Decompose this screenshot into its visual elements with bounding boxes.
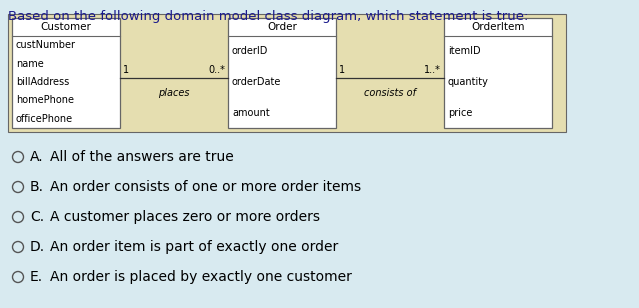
- Text: Based on the following domain model class diagram, which statement is true:: Based on the following domain model clas…: [8, 10, 528, 23]
- Text: E.: E.: [30, 270, 43, 284]
- Circle shape: [13, 212, 24, 222]
- Bar: [8, 14, 566, 132]
- Text: A customer places zero or more orders: A customer places zero or more orders: [50, 210, 320, 224]
- Text: officePhone: officePhone: [16, 114, 73, 124]
- Text: itemID: itemID: [448, 46, 481, 56]
- Text: An order is placed by exactly one customer: An order is placed by exactly one custom…: [50, 270, 352, 284]
- Text: 1..*: 1..*: [424, 65, 441, 75]
- Text: name: name: [16, 59, 43, 69]
- Text: 0..*: 0..*: [208, 65, 225, 75]
- Text: price: price: [448, 108, 472, 118]
- Circle shape: [13, 271, 24, 282]
- Text: amount: amount: [232, 108, 270, 118]
- Text: orderID: orderID: [232, 46, 268, 56]
- Text: All of the answers are true: All of the answers are true: [50, 150, 234, 164]
- Text: quantity: quantity: [448, 77, 489, 87]
- Bar: [12, 18, 120, 128]
- Circle shape: [13, 241, 24, 253]
- Text: Order: Order: [267, 22, 297, 32]
- Text: 1: 1: [123, 65, 129, 75]
- Text: C.: C.: [30, 210, 44, 224]
- Circle shape: [13, 152, 24, 163]
- Text: An order consists of one or more order items: An order consists of one or more order i…: [50, 180, 361, 194]
- Text: 1: 1: [339, 65, 345, 75]
- Text: B.: B.: [30, 180, 44, 194]
- Text: Customer: Customer: [40, 22, 91, 32]
- Text: orderDate: orderDate: [232, 77, 281, 87]
- Text: OrderItem: OrderItem: [471, 22, 525, 32]
- Text: consists of: consists of: [364, 88, 416, 98]
- Text: places: places: [158, 88, 190, 98]
- Text: custNumber: custNumber: [16, 40, 76, 50]
- Text: D.: D.: [30, 240, 45, 254]
- Text: billAddress: billAddress: [16, 77, 69, 87]
- Text: A.: A.: [30, 150, 43, 164]
- Text: homePhone: homePhone: [16, 95, 74, 105]
- Bar: [228, 18, 336, 128]
- Circle shape: [13, 181, 24, 192]
- Text: An order item is part of exactly one order: An order item is part of exactly one ord…: [50, 240, 338, 254]
- Bar: [444, 18, 552, 128]
